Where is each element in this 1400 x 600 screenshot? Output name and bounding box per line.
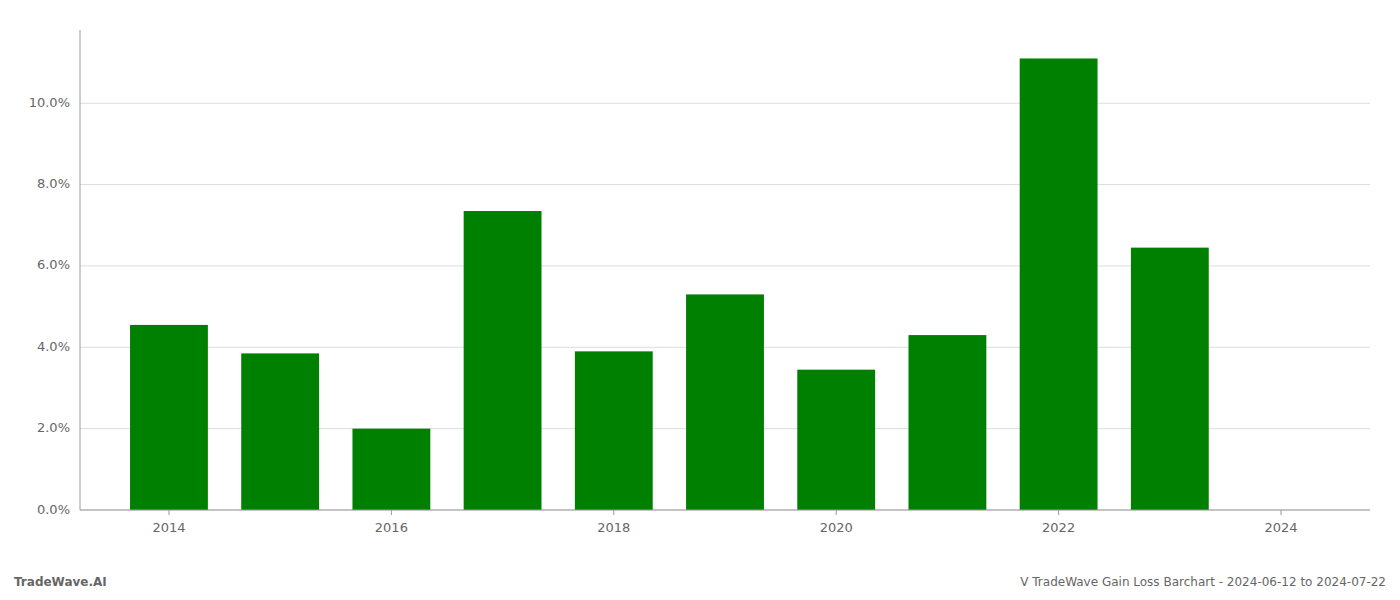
x-tick-label: 2016 [375,520,408,535]
bar [1020,58,1098,510]
x-tick-label: 2014 [152,520,185,535]
x-tick [836,510,837,515]
x-tick [1058,510,1059,515]
bar [130,325,208,510]
x-tick-label: 2018 [597,520,630,535]
x-ticks: 2014 2016 2018 2020 2022 2024 [152,510,1297,535]
y-tick-label: 4.0% [37,339,70,354]
bar [686,294,764,510]
y-tick-label: 10.0% [29,95,70,110]
grid-line [80,184,1370,185]
footer-left: TradeWave.AI [14,575,107,589]
footer-right: V TradeWave Gain Loss Barchart - 2024-06… [1020,575,1386,589]
bar [908,335,986,510]
x-tick [168,510,169,515]
y-ticks: 0.0% 2.0% 4.0% 6.0% 8.0% 10.0% [29,95,70,517]
axes [80,30,1370,510]
y-tick-label: 6.0% [37,257,70,272]
chart: 0.0% 2.0% 4.0% 6.0% 8.0% 10.0% 2014 2016 2018 202… [0,0,1400,600]
x-tick [1281,510,1282,515]
bar [241,353,319,510]
grid-line [80,103,1370,104]
bar [352,429,430,510]
x-tick-label: 2022 [1042,520,1075,535]
x-tick-label: 2024 [1264,520,1297,535]
chart-container: 0.0% 2.0% 4.0% 6.0% 8.0% 10.0% 2014 2016 2018 202… [0,0,1400,600]
y-tick-label: 8.0% [37,176,70,191]
y-tick-label: 2.0% [37,420,70,435]
bars [130,58,1209,510]
footer: TradeWave.AI V TradeWave Gain Loss Barcha… [14,575,1386,589]
grid [80,103,1370,510]
x-tick [613,510,614,515]
x-tick-label: 2020 [820,520,853,535]
bar [797,370,875,510]
y-axis-line [80,30,81,510]
bar [464,211,542,510]
bar [575,351,653,510]
bar [1131,248,1209,510]
y-tick-label: 0.0% [37,502,70,517]
x-axis-line [80,510,1370,511]
grid-line [80,510,1370,511]
x-tick [391,510,392,515]
